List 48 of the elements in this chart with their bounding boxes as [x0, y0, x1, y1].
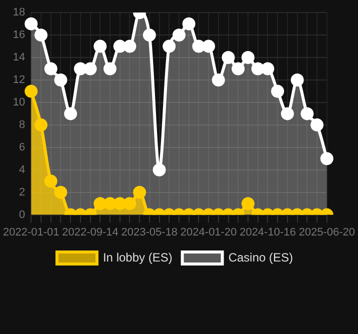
x-tick-label: 2024-01-20: [180, 226, 237, 238]
legend-label: In lobby (ES): [102, 250, 172, 264]
point: [34, 28, 48, 42]
point: [34, 118, 48, 132]
y-tick-label: 14: [12, 52, 26, 64]
y-tick-label: 4: [19, 164, 26, 176]
point: [222, 51, 235, 64]
point: [24, 84, 38, 98]
point: [242, 51, 255, 64]
point: [162, 40, 176, 53]
point: [202, 40, 216, 53]
y-tick-label: 2: [19, 186, 26, 198]
point: [64, 107, 78, 120]
y-tick-label: 16: [12, 29, 26, 42]
x-tick-label: 2022-01-01: [2, 226, 60, 238]
point: [123, 40, 136, 53]
point: [54, 74, 68, 86]
point: [192, 40, 206, 53]
point: [142, 28, 156, 42]
point: [251, 62, 264, 76]
legend-label: Casino (ES): [228, 250, 294, 264]
point: [44, 62, 58, 76]
point: [94, 40, 107, 53]
x-tick-label: 2022-09-14: [62, 226, 118, 238]
point: [232, 62, 245, 76]
point: [271, 84, 284, 98]
x-tick-label: 2023-05-18: [121, 226, 178, 238]
y-tick-label: 6: [19, 141, 26, 154]
y-tick-label: 8: [19, 118, 26, 131]
point: [74, 62, 87, 76]
point: [212, 74, 225, 86]
y-tick-label: 12: [12, 74, 26, 86]
y-tick-label: 10: [12, 96, 26, 108]
point: [172, 28, 186, 42]
point: [182, 17, 196, 30]
point: [280, 107, 294, 120]
x-tick-label: 2025-06-20: [298, 226, 356, 238]
point: [103, 62, 116, 76]
point: [261, 62, 274, 76]
point: [300, 107, 314, 120]
y-tick-label: 18: [12, 6, 26, 19]
y-tick-label: 0: [19, 208, 26, 221]
point: [290, 74, 304, 86]
point: [310, 118, 324, 132]
point: [84, 62, 97, 76]
x-tick-label: 2024-10-16: [240, 226, 296, 238]
point: [24, 17, 38, 30]
point: [113, 40, 126, 53]
